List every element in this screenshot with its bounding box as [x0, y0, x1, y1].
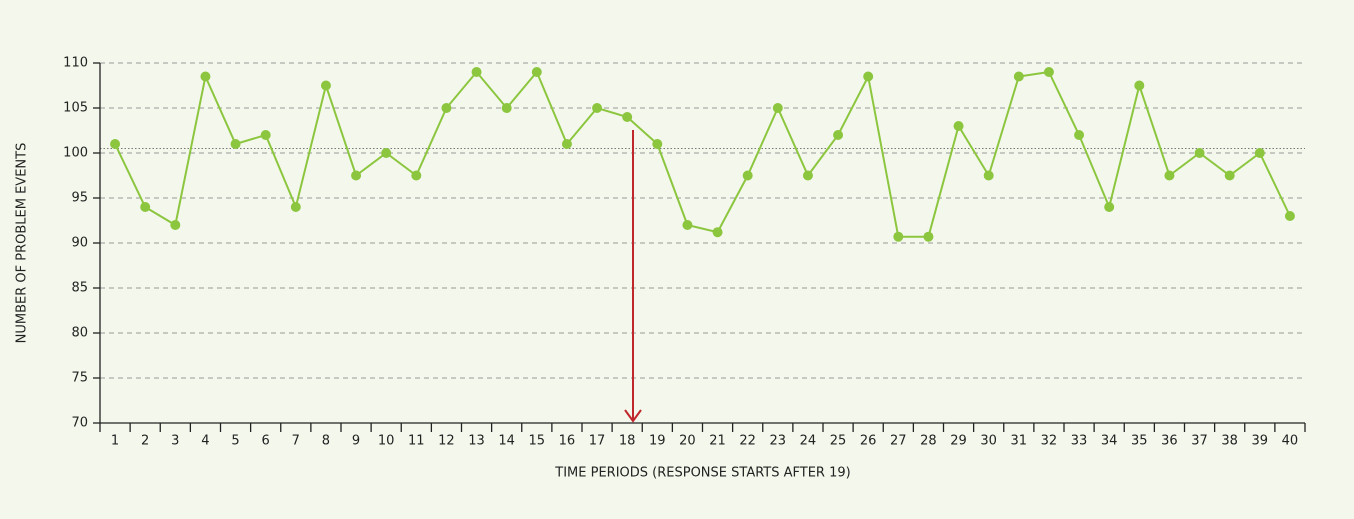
data-point [833, 130, 844, 140]
data-point [953, 121, 964, 131]
x-tick-label: 29 [950, 434, 967, 449]
x-tick-label: 28 [920, 434, 937, 449]
data-point [1043, 67, 1054, 77]
data-point [1074, 130, 1085, 140]
y-tick-label: 70 [71, 416, 88, 431]
data-point [531, 67, 542, 77]
data-point [1013, 71, 1024, 82]
x-tick-label: 36 [1161, 434, 1178, 449]
y-tick-label: 110 [63, 56, 88, 71]
x-tick-label: 24 [800, 434, 817, 449]
data-point [200, 71, 211, 82]
y-tick-label: 85 [71, 281, 88, 296]
x-tick-label: 9 [352, 434, 360, 449]
x-tick-label: 10 [378, 434, 395, 449]
data-point [712, 227, 723, 238]
data-point [381, 148, 392, 158]
data-point [1224, 170, 1235, 181]
x-tick-label: 31 [1011, 434, 1028, 449]
data-point [863, 71, 874, 82]
y-tick-label: 75 [71, 371, 88, 386]
response-arrow-head [624, 409, 642, 423]
x-tick-label: 37 [1191, 434, 1208, 449]
x-tick-label: 22 [739, 434, 756, 449]
x-tick-label: 2 [141, 434, 149, 449]
x-tick-label: 20 [679, 434, 696, 449]
data-point [1254, 148, 1265, 158]
y-axis-label: NUMBER OF PROBLEM EVENTS [15, 143, 30, 344]
x-tick-label: 26 [860, 434, 877, 449]
y-tick-label: 100 [63, 146, 88, 161]
x-tick-label: 32 [1041, 434, 1058, 449]
x-tick-label: 6 [262, 434, 270, 449]
x-tick-label: 21 [709, 434, 726, 449]
y-tick-label: 95 [71, 191, 88, 206]
y-tick-label: 80 [71, 326, 88, 341]
x-tick-label: 38 [1221, 434, 1238, 449]
x-tick-label: 18 [619, 434, 636, 449]
data-point [170, 220, 181, 230]
data-point [802, 170, 813, 181]
x-tick-label: 3 [171, 434, 179, 449]
data-point [893, 231, 904, 242]
data-point [652, 139, 663, 149]
data-point [290, 202, 301, 212]
x-tick-label: 40 [1282, 434, 1299, 449]
data-point [742, 170, 753, 181]
x-tick-label: 11 [408, 434, 425, 449]
x-tick-label: 14 [498, 434, 515, 449]
y-tick-label: 90 [71, 236, 88, 251]
x-tick-label: 34 [1101, 434, 1118, 449]
data-point [1194, 148, 1205, 158]
x-tick-label: 7 [292, 434, 300, 449]
data-point [351, 170, 362, 181]
x-tick-label: 27 [890, 434, 907, 449]
x-tick-label: 39 [1252, 434, 1269, 449]
data-point [1134, 80, 1145, 91]
data-point [1104, 202, 1115, 212]
x-tick-label: 1 [111, 434, 119, 449]
data-point [622, 112, 633, 122]
y-tick-label: 105 [63, 101, 88, 116]
series-line [114, 70, 1291, 238]
x-tick-label: 35 [1131, 434, 1148, 449]
data-point [140, 202, 151, 212]
x-tick-label: 23 [770, 434, 787, 449]
data-point [471, 67, 482, 77]
data-point [501, 103, 512, 113]
data-point [320, 80, 331, 91]
x-tick-label: 25 [830, 434, 847, 449]
data-point [592, 103, 603, 113]
data-point [923, 231, 934, 242]
x-tick-label: 17 [589, 434, 606, 449]
data-point [441, 103, 452, 113]
data-point [561, 139, 572, 149]
data-point [1284, 211, 1295, 221]
x-tick-label: 15 [529, 434, 546, 449]
data-point [682, 220, 693, 230]
data-point [411, 170, 422, 181]
x-axis-label: TIME PERIODS (RESPONSE STARTS AFTER 19) [554, 466, 850, 481]
data-point [772, 103, 783, 113]
x-tick-label: 30 [980, 434, 997, 449]
x-tick-label: 8 [322, 434, 330, 449]
data-point [230, 139, 241, 149]
x-tick-label: 4 [201, 434, 209, 449]
x-tick-label: 16 [559, 434, 576, 449]
x-tick-label: 19 [649, 434, 666, 449]
data-point [1164, 170, 1175, 181]
x-tick-label: 13 [468, 434, 485, 449]
data-point [110, 139, 121, 149]
x-tick-label: 12 [438, 434, 455, 449]
data-point [260, 130, 271, 140]
data-point [983, 170, 994, 181]
x-tick-label: 33 [1071, 434, 1088, 449]
x-tick-label: 5 [231, 434, 239, 449]
